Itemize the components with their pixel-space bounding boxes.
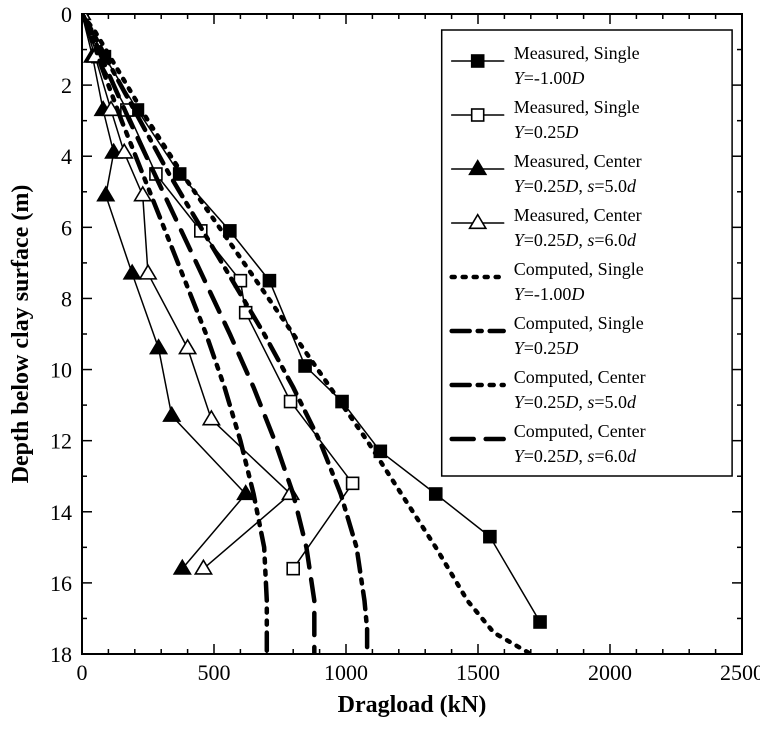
svg-text:4: 4 — [61, 144, 72, 169]
svg-text:0: 0 — [77, 660, 88, 685]
legend-sublabel: Y=-1.00D — [514, 68, 585, 88]
legend-sublabel: Y=0.25D, s=5.0d — [514, 392, 637, 412]
x-axis-label: Dragload (kN) — [338, 692, 487, 718]
legend-sublabel: Y=0.25D, s=5.0d — [514, 176, 637, 196]
svg-text:10: 10 — [50, 358, 72, 383]
svg-text:18: 18 — [50, 642, 72, 667]
series-measured_single_025D — [82, 14, 353, 569]
legend-label: Computed, Center — [514, 367, 646, 387]
svg-text:500: 500 — [198, 660, 231, 685]
legend-label: Computed, Single — [514, 313, 644, 333]
svg-text:6: 6 — [61, 215, 72, 240]
legend-label: Computed, Single — [514, 259, 644, 279]
svg-text:0: 0 — [61, 2, 72, 27]
svg-text:8: 8 — [61, 286, 72, 311]
legend-sublabel: Y=0.25D, s=6.0d — [514, 230, 637, 250]
legend: Measured, Single Y=-1.00D Measured, Single… — [442, 30, 732, 476]
svg-text:2000: 2000 — [588, 660, 632, 685]
svg-text:1500: 1500 — [456, 660, 500, 685]
legend-sublabel: Y=-1.00D — [514, 284, 585, 304]
svg-text:1000: 1000 — [324, 660, 368, 685]
legend-sublabel: Y=0.25D, s=6.0d — [514, 446, 637, 466]
legend-label: Computed, Center — [514, 421, 646, 441]
legend-sublabel: Y=0.25D — [514, 338, 579, 358]
legend-label: Measured, Center — [514, 151, 642, 171]
y-axis-label: Depth below clay surface (m) — [8, 185, 34, 484]
chart-svg: 0 500 1000 1500 2000 2500 0 2 4 6 8 10 12 14 16 18 Dragl… — [0, 0, 760, 734]
chart-container: 0 500 1000 1500 2000 2500 0 2 4 6 8 10 12 14 16 18 Dragl… — [0, 0, 760, 734]
svg-text:2500: 2500 — [720, 660, 760, 685]
legend-label: Measured, Center — [514, 205, 642, 225]
legend-label: Measured, Single — [514, 97, 640, 117]
legend-sublabel: Y=0.25D — [514, 122, 579, 142]
svg-text:2: 2 — [61, 73, 72, 98]
legend-label: Measured, Single — [514, 43, 640, 63]
svg-text:14: 14 — [50, 500, 72, 525]
svg-text:16: 16 — [50, 571, 72, 596]
svg-text:12: 12 — [50, 429, 72, 454]
